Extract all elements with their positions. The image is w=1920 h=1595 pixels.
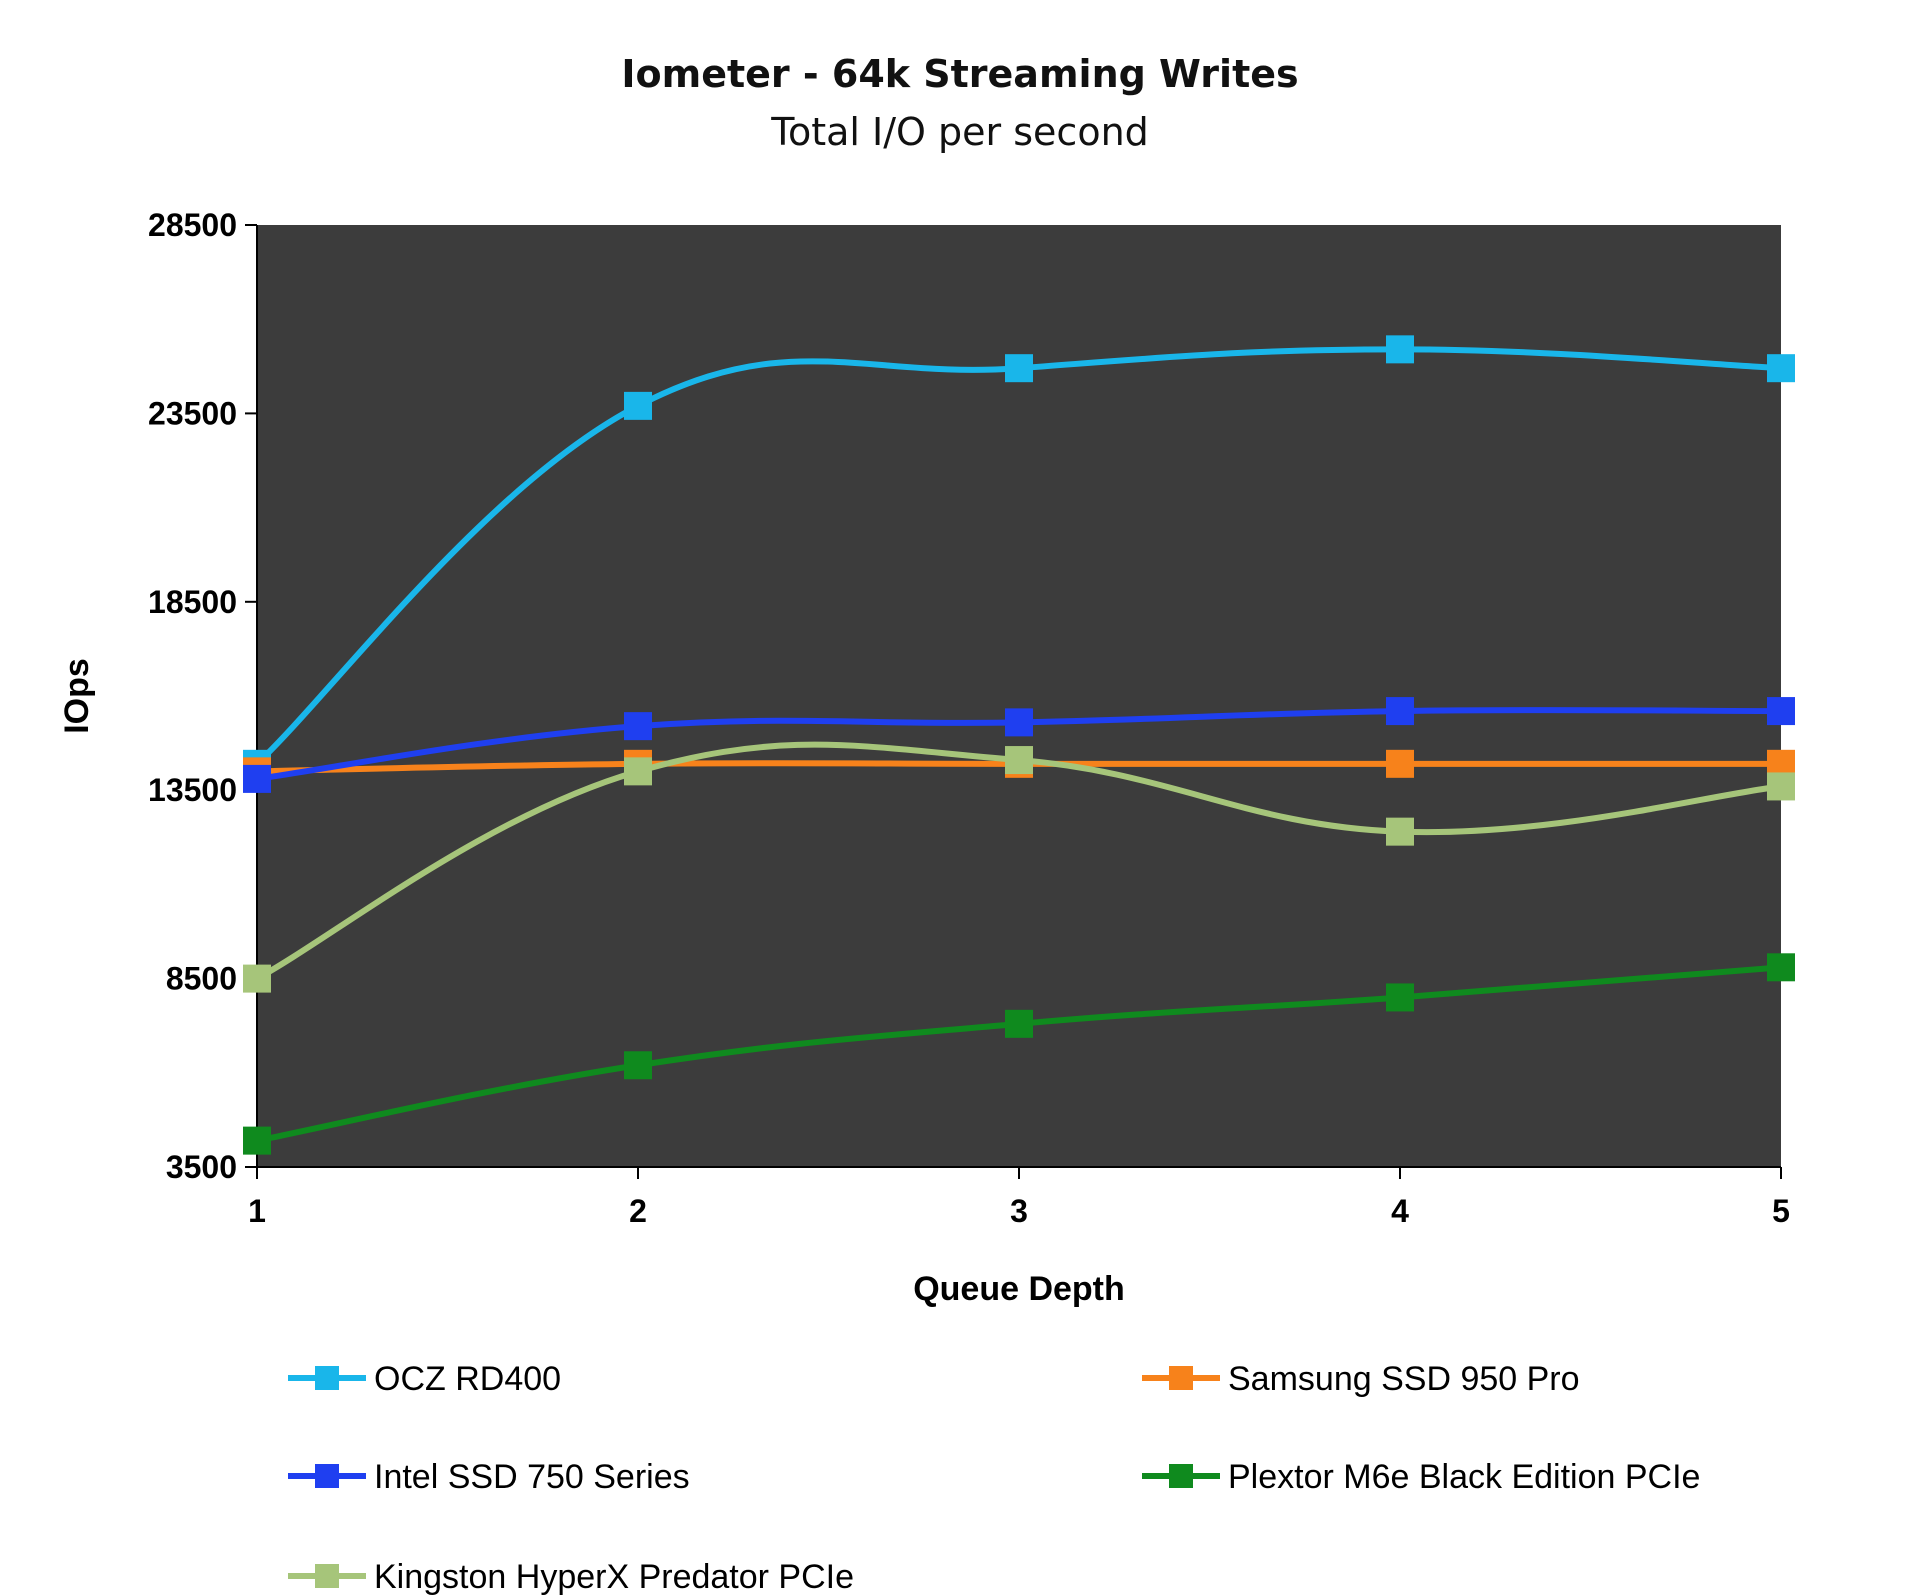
data-point <box>1386 335 1414 364</box>
chart-subtitle: Total I/O per second <box>771 110 1149 154</box>
series-4 <box>243 741 1795 993</box>
legend-label: Plextor M6e Black Edition PCIe <box>1228 1458 1700 1496</box>
x-axis-label: Queue Depth <box>913 1270 1125 1308</box>
series-3 <box>243 953 1795 1155</box>
legend-swatch-marker <box>315 1366 339 1390</box>
y-tick-label: 3500 <box>166 1149 237 1185</box>
y-tick-label: 28500 <box>148 207 237 243</box>
y-axis-label: IOps <box>58 658 96 734</box>
data-point <box>243 1126 271 1155</box>
series-line <box>254 346 1782 767</box>
x-tick-label: 3 <box>1010 1193 1028 1229</box>
data-point <box>624 1051 652 1080</box>
series-group <box>243 335 1795 1155</box>
series-2 <box>243 697 1795 793</box>
data-point <box>1767 772 1795 801</box>
chart-title: Iometer - 64k Streaming Writes <box>621 52 1299 96</box>
legend: OCZ RD400 Samsung SSD 950 Pro Intel SSD 75… <box>288 1360 1700 1595</box>
y-tick-label: 13500 <box>148 772 237 808</box>
data-point <box>624 391 652 420</box>
data-point <box>1767 697 1795 726</box>
data-point <box>1386 983 1414 1012</box>
data-point <box>1386 697 1414 726</box>
legend-swatch-marker <box>1169 1464 1193 1488</box>
data-point <box>1767 953 1795 982</box>
data-point <box>243 964 271 993</box>
data-point <box>1005 1009 1033 1038</box>
y-tick-label: 8500 <box>166 961 237 997</box>
data-point <box>1767 354 1795 383</box>
data-point <box>1005 354 1033 383</box>
data-point <box>243 764 271 793</box>
data-point <box>624 757 652 786</box>
legend-swatch-marker <box>315 1464 339 1488</box>
legend-label: Intel SSD 750 Series <box>374 1458 690 1496</box>
legend-label: OCZ RD400 <box>374 1360 561 1398</box>
x-axis-ticks: 1 2 3 4 5 <box>248 1166 1790 1229</box>
legend-item: Plextor M6e Black Edition PCIe <box>1142 1458 1700 1496</box>
y-tick-label: 23500 <box>148 395 237 431</box>
x-tick-label: 4 <box>1391 1193 1409 1229</box>
y-axis-ticks: 3500 8500 13500 18500 23500 28500 <box>148 207 258 1185</box>
legend-swatch-marker <box>315 1564 339 1588</box>
data-point <box>1386 749 1414 778</box>
legend-item: OCZ RD400 <box>288 1360 561 1398</box>
data-point <box>624 712 652 741</box>
x-tick-label: 2 <box>629 1193 647 1229</box>
legend-item: Samsung SSD 950 Pro <box>1142 1360 1580 1398</box>
x-tick-label: 1 <box>248 1193 266 1229</box>
legend-label: Kingston HyperX Predator PCIe <box>374 1558 854 1595</box>
legend-swatch-marker <box>1169 1366 1193 1390</box>
legend-label: Samsung SSD 950 Pro <box>1228 1360 1580 1398</box>
data-point <box>1005 746 1033 775</box>
y-tick-label: 18500 <box>148 584 237 620</box>
x-tick-label: 5 <box>1772 1193 1790 1229</box>
data-point <box>1386 817 1414 846</box>
data-point <box>1005 708 1033 737</box>
legend-item: Kingston HyperX Predator PCIe <box>288 1558 854 1595</box>
legend-item: Intel SSD 750 Series <box>288 1458 690 1496</box>
